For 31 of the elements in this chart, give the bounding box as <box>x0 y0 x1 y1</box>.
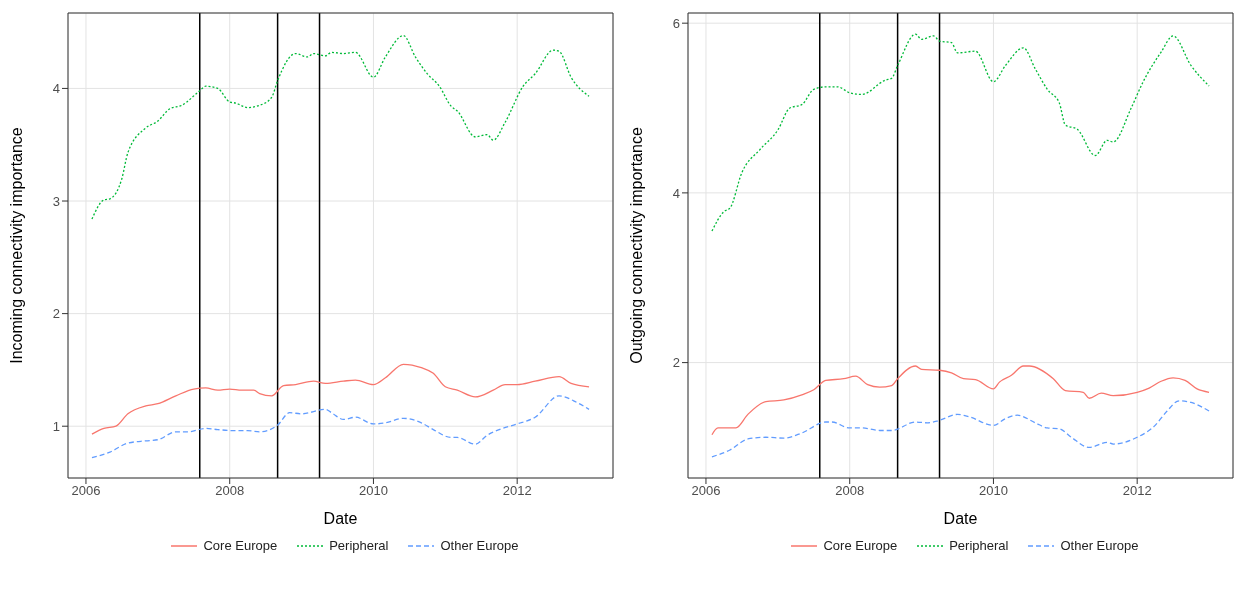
line-series <box>711 365 1210 436</box>
line-series <box>711 400 1210 458</box>
x-tick-label: 2006 <box>71 483 101 499</box>
x-tick-label: 2012 <box>502 483 532 499</box>
x-axis-title: Date <box>323 510 358 527</box>
y-tick-label: 3 <box>52 193 60 209</box>
x-tick-label: 2012 <box>1122 483 1152 499</box>
y-tick-label: 6 <box>672 15 680 31</box>
line-series <box>711 33 1210 232</box>
y-tick-label: 2 <box>52 306 60 322</box>
legend-label: Other Europe <box>1060 538 1139 553</box>
x-tick-label: 2008 <box>835 483 865 499</box>
y-tick-label: 1 <box>52 418 60 434</box>
legend-label: Other Europe <box>440 538 519 553</box>
x-axis-title: Date <box>943 510 978 527</box>
line-series <box>91 363 590 435</box>
y-axis-title: Incoming connectivity importance <box>7 127 25 364</box>
x-tick-label: 2006 <box>691 483 721 499</box>
x-tick-label: 2010 <box>978 483 1008 499</box>
y-tick-label: 2 <box>672 355 680 371</box>
y-tick-label: 4 <box>672 185 680 201</box>
line-series <box>91 34 590 220</box>
x-tick-label: 2010 <box>358 483 388 499</box>
legend-label: Core Europe <box>823 538 898 553</box>
legend-label: Core Europe <box>203 538 278 553</box>
y-axis-title: Outgoing connectivity importance <box>627 127 645 364</box>
legend-label: Peripheral <box>949 538 1009 553</box>
legend-label: Peripheral <box>329 538 389 553</box>
line-series <box>91 395 590 459</box>
x-tick-label: 2008 <box>215 483 245 499</box>
y-tick-label: 4 <box>52 81 60 97</box>
